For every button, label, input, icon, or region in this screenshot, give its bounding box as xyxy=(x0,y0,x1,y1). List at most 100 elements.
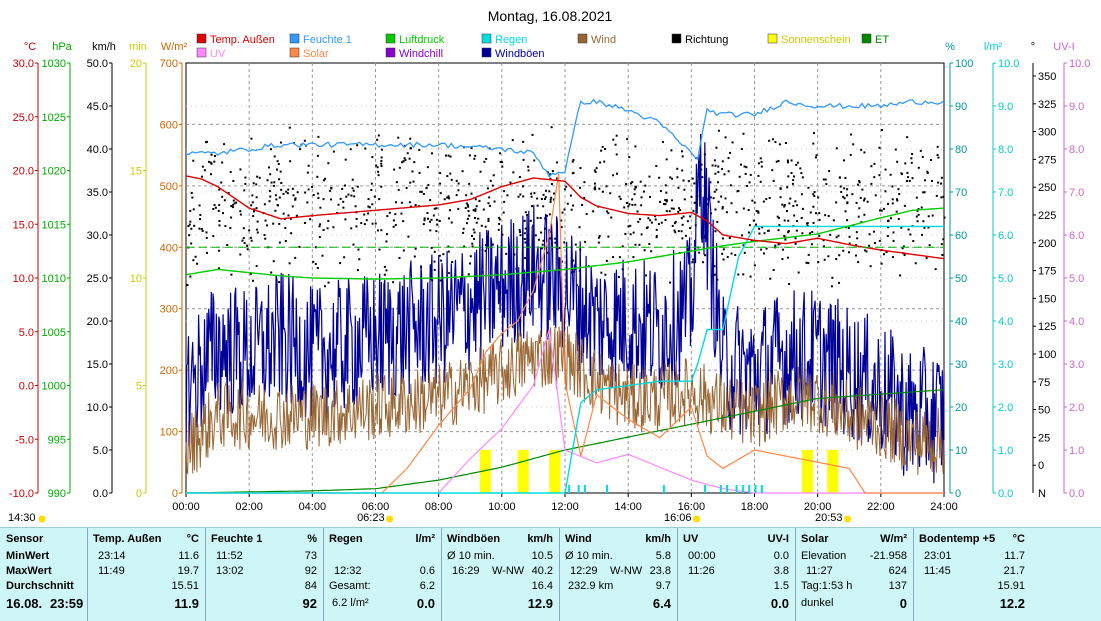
direction-point xyxy=(810,243,813,246)
direction-point xyxy=(897,218,900,221)
direction-point xyxy=(270,148,273,151)
direction-point xyxy=(788,283,791,286)
direction-point xyxy=(273,155,276,158)
direction-point xyxy=(186,284,189,287)
direction-point xyxy=(863,197,866,200)
direction-point xyxy=(522,140,525,143)
feuchte-max-time: 13:02 xyxy=(216,565,244,577)
direction-point xyxy=(721,160,724,163)
direction-point xyxy=(440,259,443,262)
direction-point xyxy=(551,170,554,173)
col-windboeen: Windböen km/h Ø 10 min. 10.5 16:29 W-NW … xyxy=(441,528,559,621)
direction-point xyxy=(429,229,432,232)
left-axis-unit: W/m² xyxy=(161,41,188,53)
right-axis-tick-label: 4.0 xyxy=(998,316,1013,328)
direction-point xyxy=(781,203,784,206)
direction-point xyxy=(229,170,232,173)
direction-point xyxy=(447,250,450,253)
direction-point xyxy=(455,179,458,182)
direction-point xyxy=(703,234,706,237)
direction-point xyxy=(272,260,275,263)
direction-point xyxy=(629,224,632,227)
direction-point xyxy=(289,160,292,163)
direction-point xyxy=(848,242,851,245)
solar-avg: 137 xyxy=(888,580,907,592)
direction-point xyxy=(252,279,255,282)
direction-point xyxy=(891,202,894,205)
direction-point xyxy=(548,213,551,216)
legend-swatch xyxy=(289,47,300,58)
temp-unit: °C xyxy=(186,533,199,545)
direction-point xyxy=(742,132,745,135)
direction-point xyxy=(413,161,416,164)
col-solar: Solar W/m² Elevation -21.958 11:27 624 T… xyxy=(795,528,913,621)
direction-point xyxy=(579,186,582,189)
direction-point xyxy=(765,247,768,250)
direction-point xyxy=(380,165,383,168)
direction-point xyxy=(665,191,668,194)
direction-point xyxy=(487,202,490,205)
direction-point xyxy=(823,258,826,261)
direction-point xyxy=(394,201,397,204)
direction-point xyxy=(664,199,667,202)
direction-point xyxy=(794,242,797,245)
direction-point xyxy=(288,126,291,129)
direction-point xyxy=(498,152,501,155)
direction-point xyxy=(218,224,221,227)
direction-point xyxy=(395,181,398,184)
direction-point xyxy=(249,236,252,239)
direction-point xyxy=(269,173,272,176)
direction-point xyxy=(612,138,615,141)
direction-point xyxy=(679,209,682,212)
direction-point xyxy=(232,179,235,182)
direction-point xyxy=(412,180,415,183)
direction-point xyxy=(327,219,330,222)
direction-point xyxy=(435,218,438,221)
right-axis-tick-label: 2.0 xyxy=(1069,402,1084,414)
direction-point xyxy=(796,161,799,164)
rain-tick xyxy=(703,485,706,493)
direction-point xyxy=(276,160,279,163)
direction-point xyxy=(692,209,695,212)
x-tick-label: 10:00 xyxy=(488,501,516,513)
direction-point xyxy=(278,196,281,199)
direction-point xyxy=(801,207,804,210)
direction-point xyxy=(213,204,216,207)
direction-point xyxy=(330,186,333,189)
direction-point xyxy=(670,207,673,210)
right-axis-tick-label: 10 xyxy=(955,445,967,457)
right-axis-tick-label: 25 xyxy=(1038,432,1050,444)
direction-point xyxy=(239,253,242,256)
left-axis-tick-label: 50.0 xyxy=(87,58,108,70)
legend-label: Temp. Außen xyxy=(210,34,275,46)
direction-point xyxy=(625,183,628,186)
direction-point xyxy=(692,258,695,261)
direction-point xyxy=(375,164,378,167)
direction-point xyxy=(835,147,838,150)
direction-point xyxy=(790,159,793,162)
temp-min-time: 23:14 xyxy=(98,550,126,562)
direction-point xyxy=(882,253,885,256)
direction-point xyxy=(255,196,258,199)
solar-elevation: -21.958 xyxy=(869,550,907,562)
direction-point xyxy=(677,230,680,233)
left-axis-tick-label: 35.0 xyxy=(87,187,108,199)
direction-point xyxy=(239,213,242,216)
direction-point xyxy=(880,262,883,265)
solar-day-label: Tag:1:53 h xyxy=(801,580,853,592)
temp-now: 11.9 xyxy=(174,596,199,611)
direction-point xyxy=(783,234,786,237)
direction-point xyxy=(380,162,383,165)
direction-point xyxy=(511,139,514,142)
direction-point xyxy=(674,231,677,234)
direction-point xyxy=(702,261,705,264)
direction-point xyxy=(469,255,472,258)
direction-point xyxy=(450,178,453,181)
bottom-markers: 14:30 06:23 16:06 20:53 xyxy=(8,512,852,524)
direction-point xyxy=(884,168,887,171)
direction-point xyxy=(581,204,584,207)
direction-point xyxy=(354,205,357,208)
direction-point xyxy=(491,243,494,246)
left-axis-tick-label: 25.0 xyxy=(87,273,108,285)
direction-point xyxy=(631,181,634,184)
